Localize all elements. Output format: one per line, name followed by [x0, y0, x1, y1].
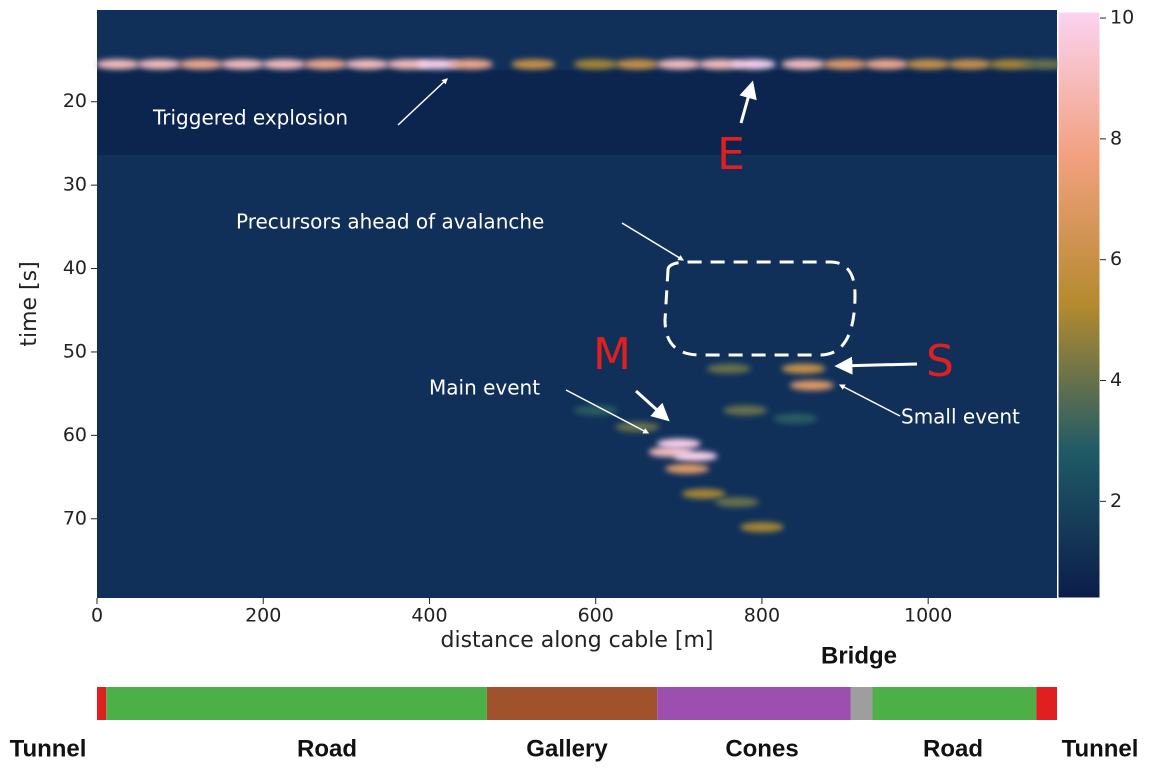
heat-cell — [731, 59, 776, 70]
heat-cell — [947, 59, 992, 70]
x-axis-label: distance along cable [m] — [441, 628, 714, 653]
heat-cell — [698, 59, 743, 70]
heat-cell — [681, 488, 726, 499]
heat-cell — [773, 413, 818, 424]
precursor-outline — [663, 260, 857, 357]
y-tick-label: 20 — [63, 90, 87, 112]
heat-cell — [723, 405, 768, 416]
arrow — [838, 384, 901, 417]
arrow — [565, 389, 650, 434]
arrow — [739, 80, 757, 124]
heat-cell — [656, 59, 701, 70]
y-tick-label: 70 — [63, 507, 87, 529]
section — [97, 687, 107, 720]
y-tick-label: 60 — [63, 424, 87, 446]
colorbar — [1057, 11, 1101, 599]
section-label: Tunnel — [1062, 735, 1139, 762]
heat-cell — [511, 59, 556, 70]
heat-cell — [715, 497, 759, 508]
y-axis-label: time [s] — [17, 261, 42, 346]
heat-cell — [781, 59, 826, 70]
annotation: Precursors ahead of avalanche — [236, 210, 544, 234]
heat-cell — [1022, 59, 1067, 70]
annotation: M — [593, 329, 631, 380]
heat-cell — [864, 59, 909, 70]
heat-cell — [137, 59, 182, 70]
colorbar-tick-label: 8 — [1110, 127, 1122, 149]
heat-cell — [656, 438, 701, 449]
x-tick-label: 600 — [578, 605, 614, 627]
heat-cell — [665, 463, 710, 474]
heat-cell — [989, 59, 1034, 70]
heat-cell — [823, 59, 868, 70]
heat-cell — [220, 59, 265, 70]
section — [872, 687, 1037, 720]
colorbar-tick-label: 4 — [1110, 369, 1122, 391]
heat-cell — [573, 405, 618, 416]
section-label: Gallery — [526, 735, 608, 762]
heat-cell — [262, 59, 307, 70]
colorbar-tick-label: 6 — [1110, 248, 1122, 270]
y-tick-label: 30 — [63, 174, 87, 196]
section — [850, 687, 873, 720]
heat-cell — [781, 363, 826, 374]
heat-cell — [573, 59, 618, 70]
section-label: Bridge — [821, 642, 897, 669]
x-tick-label: 0 — [91, 605, 103, 627]
heat-cell — [345, 59, 390, 70]
arrow — [397, 78, 448, 126]
section — [1036, 687, 1057, 720]
section — [106, 687, 487, 720]
heat-cell — [178, 59, 223, 70]
y-tick-label: 40 — [63, 257, 87, 279]
arrow — [834, 356, 918, 375]
heat-cell — [906, 59, 951, 70]
heatmap — [95, 59, 1067, 533]
section-label: Tunnel — [10, 735, 87, 762]
heat-cell — [673, 451, 718, 462]
dark-band — [97, 70, 1057, 155]
heat-cell — [449, 59, 494, 70]
x-tick-label: 200 — [245, 605, 281, 627]
colorbar-tick-label: 2 — [1110, 490, 1122, 512]
annotation: E — [717, 129, 745, 180]
y-tick-label: 50 — [63, 340, 87, 362]
arrow — [634, 389, 670, 422]
section — [486, 687, 658, 720]
section-label: Road — [297, 735, 357, 762]
heat-cell — [706, 363, 751, 374]
colorbar-tick-label: 10 — [1110, 7, 1134, 29]
heat-cell — [95, 59, 140, 70]
section — [657, 687, 851, 720]
heat-cell — [615, 59, 660, 70]
section-label: Cones — [725, 735, 798, 762]
annotation: S — [926, 336, 954, 387]
heat-cell — [739, 522, 784, 533]
annotation: Small event — [901, 405, 1020, 429]
x-tick-label: 1000 — [904, 605, 952, 627]
heat-cell — [303, 59, 348, 70]
x-tick-label: 800 — [744, 605, 780, 627]
annotation: Main event — [429, 376, 540, 400]
heat-cell — [789, 380, 834, 391]
x-tick-label: 400 — [411, 605, 447, 627]
arrow — [621, 222, 685, 261]
section-label: Road — [923, 735, 983, 762]
heat-cell — [415, 59, 460, 70]
annotation: Triggered explosion — [152, 106, 348, 130]
